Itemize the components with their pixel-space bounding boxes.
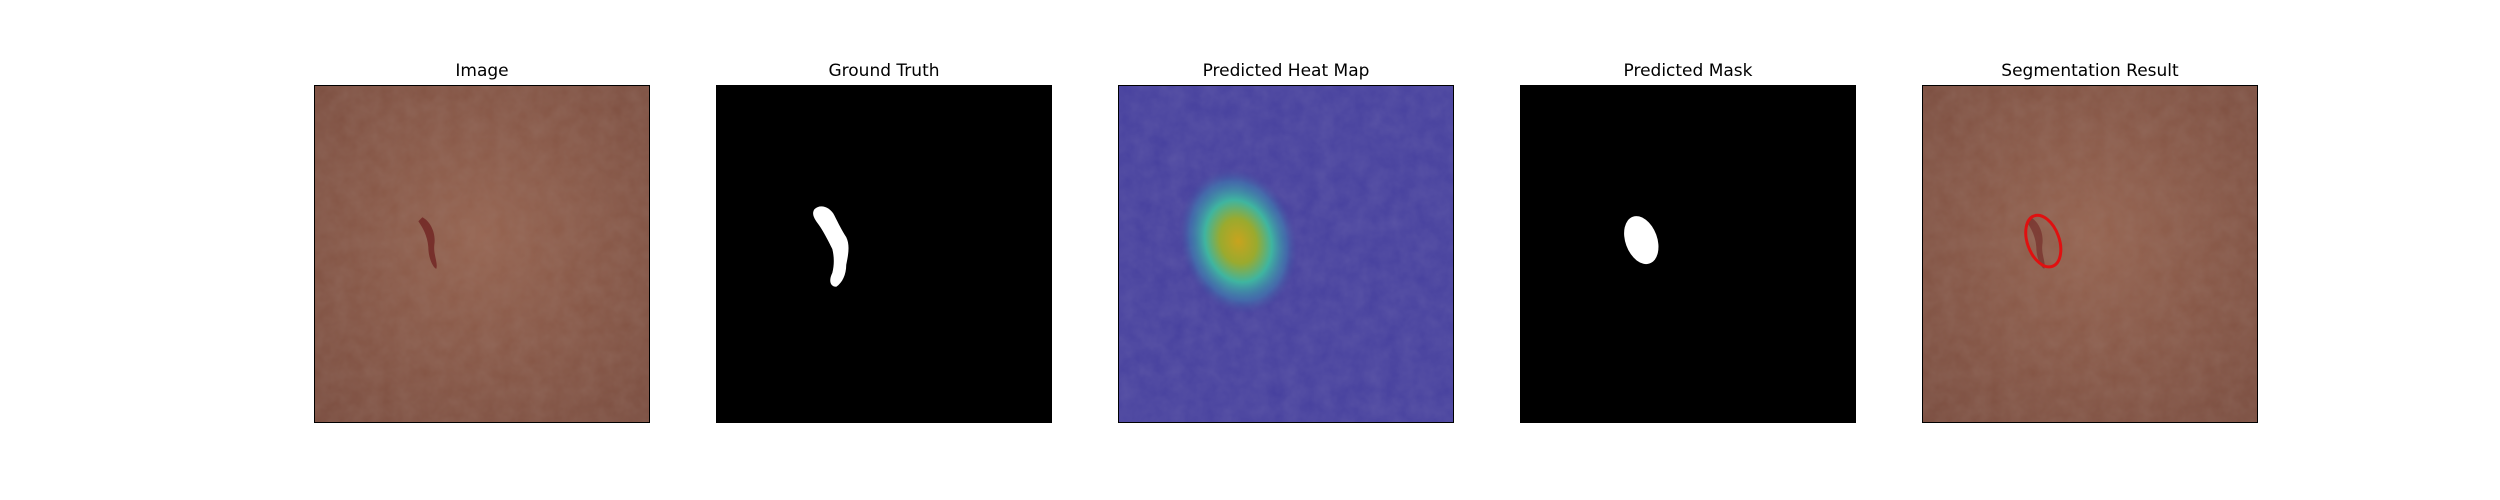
segmentation-result-image	[1923, 86, 2257, 422]
ground-truth-region	[813, 206, 849, 287]
panel-title-predicted-mask: Predicted Mask	[1623, 61, 1753, 81]
panel-image: Image	[314, 61, 650, 423]
panel-title-heat-map: Predicted Heat Map	[1202, 61, 1370, 81]
segmentation-result-frame	[1922, 85, 2258, 423]
predicted-mask	[1521, 86, 1855, 422]
image-frame	[314, 85, 650, 423]
leather-image	[315, 86, 649, 422]
heat-map-frame	[1118, 85, 1454, 423]
panel-title-image: Image	[455, 61, 509, 81]
predicted-mask-frame	[1520, 85, 1856, 423]
panel-heat-map: Predicted Heat Map	[1118, 61, 1454, 423]
panel-title-segmentation-result: Segmentation Result	[2001, 61, 2179, 81]
panel-segmentation-result: Segmentation Result	[1922, 61, 2258, 423]
heat-map	[1119, 86, 1453, 422]
panel-predicted-mask: Predicted Mask	[1520, 61, 1856, 423]
panel-title-ground-truth: Ground Truth	[828, 61, 940, 81]
ground-truth-mask	[717, 86, 1051, 422]
heat-hotspot	[1177, 166, 1300, 316]
defect-mark	[418, 217, 437, 269]
predicted-region	[1624, 216, 1659, 265]
ground-truth-frame	[716, 85, 1052, 423]
panel-ground-truth: Ground Truth	[716, 61, 1052, 423]
segmentation-contour	[2024, 213, 2063, 269]
